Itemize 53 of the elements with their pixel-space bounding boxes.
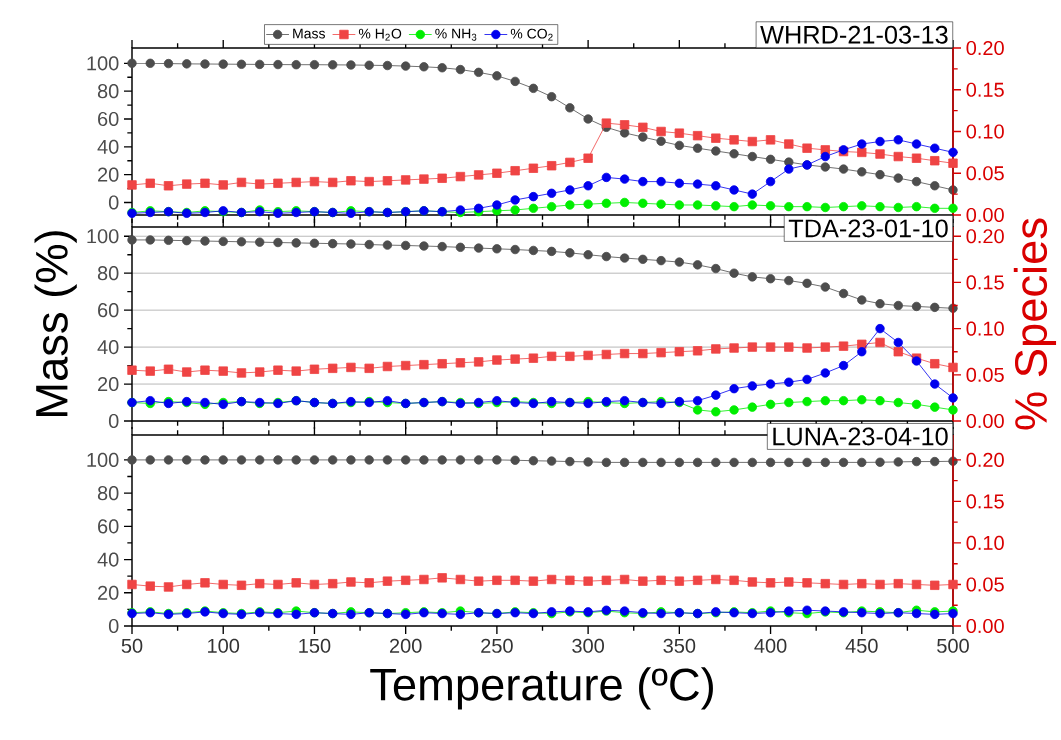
- y-tick-label: 80: [97, 486, 119, 501]
- y-tick-label: 0: [108, 618, 119, 634]
- x-axis-title: Temperature (ºC): [370, 667, 713, 710]
- x-tick-label: 300: [572, 638, 604, 653]
- y-tick-label: 40: [97, 340, 119, 355]
- y2-tick-label: 0.15: [966, 275, 1004, 290]
- y2-tick-label: 0.00: [966, 618, 1004, 634]
- y-tick-label: 100: [87, 229, 119, 244]
- y2-tick-label: 0.20: [966, 40, 1004, 56]
- chart-title: WHRD-21-03-13: [760, 25, 948, 44]
- x-tick-label: 250: [481, 638, 513, 653]
- y-tick-label: 80: [97, 84, 119, 99]
- y-tick-label: 40: [97, 552, 119, 567]
- y-tick-label: 20: [98, 167, 119, 182]
- y2-tick-label: 0.10: [966, 124, 1004, 139]
- y2-axis-title: % Species: [1013, 218, 1057, 430]
- x-tick-label: 50: [121, 638, 143, 653]
- y-tick-label: 100: [87, 56, 119, 71]
- y-tick-label: 0: [108, 195, 119, 210]
- y-tick-label: 60: [98, 303, 119, 318]
- legend-label: % NH$_{3}$: [435, 28, 477, 41]
- x-tick-label: 400: [754, 638, 787, 653]
- y2-tick-label: 0.00: [966, 413, 1004, 429]
- legend-label: % CO$_{2}$: [510, 28, 553, 41]
- y-tick-label: 100: [87, 452, 119, 467]
- y2-tick-label: 0.10: [966, 535, 1004, 551]
- y2-tick-label: 0.20: [966, 452, 1004, 467]
- y2-tick-label: 0.10: [966, 321, 1004, 336]
- y2-tick-label: 0.15: [966, 82, 1004, 97]
- y2-tick-label: 0.15: [966, 494, 1004, 509]
- y2-tick-label: 0.20: [966, 229, 1004, 244]
- y-tick-label: 60: [98, 111, 119, 127]
- y2-tick-label: 0.05: [966, 577, 1004, 592]
- y-tick-label: 80: [97, 266, 119, 281]
- legend-label: % H$_{2}$O: [358, 28, 402, 41]
- chart-title: LUNA-23-04-10: [773, 427, 948, 446]
- chart-title: TDA-23-01-10: [788, 219, 948, 238]
- x-tick-label: 100: [208, 638, 240, 653]
- y-tick-label: 60: [98, 519, 119, 534]
- x-tick-label: 150: [299, 638, 331, 653]
- y-tick-label: 20: [98, 376, 119, 392]
- y-tick-label: 40: [97, 139, 119, 154]
- y-tick-label: 20: [98, 585, 119, 600]
- y2-tick-label: 0.05: [966, 367, 1004, 382]
- y-axis-title: Mass (%): [34, 231, 77, 416]
- x-tick-label: 500: [937, 638, 969, 653]
- y-tick-label: 0: [108, 413, 119, 429]
- x-tick-label: 450: [845, 638, 878, 653]
- x-tick-label: 200: [389, 638, 422, 653]
- y2-tick-label: 0.05: [966, 166, 1004, 181]
- legend-label: Mass: [293, 28, 325, 39]
- x-tick-label: 350: [663, 638, 696, 653]
- y2-tick-label: 0.00: [966, 207, 1004, 223]
